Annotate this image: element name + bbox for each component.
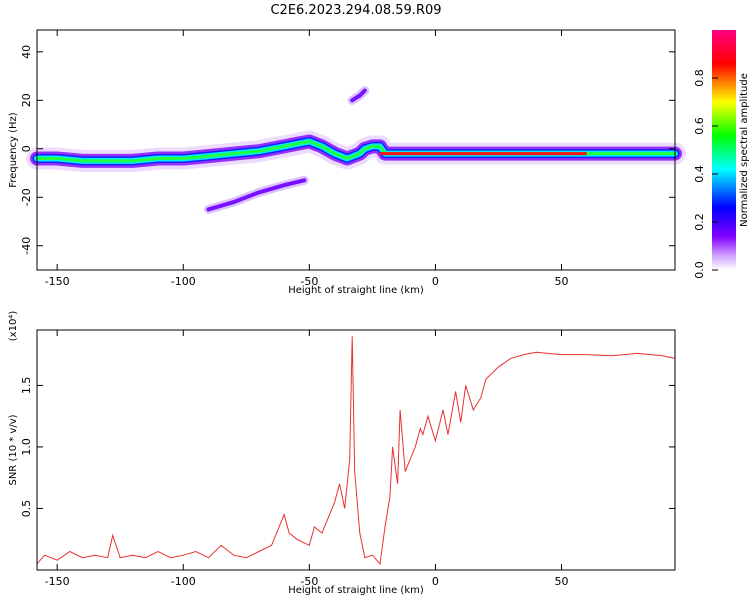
heatmap-frame [36,29,676,271]
snr-frame [36,329,676,571]
colorbar-tick-label: 0.0 [693,261,706,279]
x-tick-label: 0 [432,575,439,588]
colorbar-ticks: 0.0 0.2 0.4 0.6 0.8 [693,69,718,279]
secondary-trace [350,88,367,103]
snr-y-axis: 0.5 1.0 1.5 [20,377,675,518]
heatmap-y-axis: -40 -20 0 20 40 [20,45,675,255]
heatmap-marks [26,86,686,214]
colorbar-tick-label: 0.4 [693,165,706,183]
colorbar: 0.0 0.2 0.4 0.6 0.8 Normalized spectral ampl… [693,30,750,279]
x-tick-label: -50 [300,575,318,588]
x-tick-label: 50 [555,275,569,288]
secondary-trace [206,178,307,212]
colorbar-tick-label: 0.6 [693,117,706,135]
x-tick-label: -150 [45,275,70,288]
snr-x-axis: -150 -100 -50 0 50 [45,330,569,588]
y-tick-label: 1.0 [20,438,33,456]
y-tick-label: -40 [20,237,33,255]
y-tick-label: 0 [20,145,33,152]
x-tick-label: -50 [300,275,318,288]
y-tick-label: 0.5 [20,500,33,518]
heatmap-x-axis: -150 -100 -50 0 50 [45,30,569,288]
y-tick-label: 40 [20,45,33,59]
colorbar-gradient [712,30,736,270]
x-tick-label: -150 [45,575,70,588]
x-tick-label: 50 [555,575,569,588]
heatmap-panel: -150 -100 -50 0 50 -40 -20 0 20 40 Height of str… [8,29,686,296]
snr-panel: -150 -100 -50 0 50 0.5 1.0 1.5 Height of strai… [8,311,676,596]
y-tick-label: 20 [20,93,33,107]
heatmap-y-axis-title: Frequency (Hz) [8,112,19,188]
snr-x-axis-title: Height of straight line (km) [288,585,424,596]
x-tick-label: 0 [432,275,439,288]
snr-y-axis-title: SNR (10 * v/v) [8,414,19,485]
x-tick-label: -100 [171,275,196,288]
x-tick-label: -100 [171,575,196,588]
chart-title: C2E6.2023.294.08.59.R09 [270,3,441,18]
y-tick-label: 1.5 [20,377,33,395]
colorbar-tick-label: 0.2 [693,213,706,231]
snr-plot-area [37,330,675,570]
y-tick-label: -20 [20,188,33,206]
colorbar-tick-label: 0.8 [693,69,706,87]
snr-series-line [36,336,676,565]
heatmap-x-axis-title: Height of straight line (km) [288,285,424,296]
colorbar-label: Normalized spectral amplitude [739,73,750,227]
snr-y-multiplier: (x10⁴) [8,311,19,342]
